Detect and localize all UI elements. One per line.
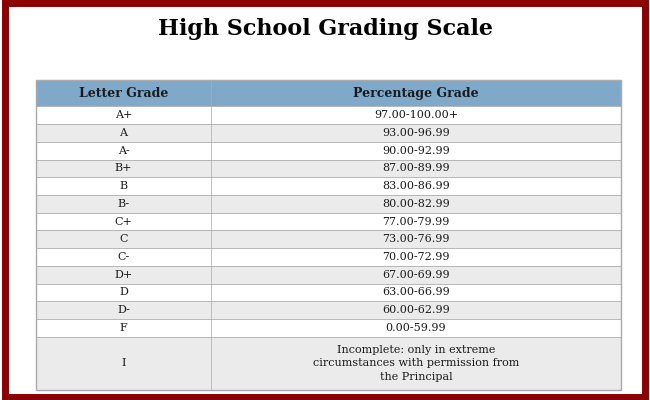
- Text: B: B: [120, 181, 127, 191]
- Text: C-: C-: [118, 252, 129, 262]
- Text: B+: B+: [115, 163, 132, 173]
- Text: Percentage Grade: Percentage Grade: [353, 87, 479, 100]
- Text: A-: A-: [118, 146, 129, 156]
- Text: Letter Grade: Letter Grade: [79, 87, 168, 100]
- Text: 60.00-62.99: 60.00-62.99: [382, 305, 450, 315]
- Text: 87.00-89.99: 87.00-89.99: [382, 163, 450, 173]
- Text: 97.00-100.00+: 97.00-100.00+: [374, 110, 458, 120]
- Text: C+: C+: [114, 216, 133, 226]
- Text: 80.00-82.99: 80.00-82.99: [382, 199, 450, 209]
- Text: 63.00-66.99: 63.00-66.99: [382, 288, 450, 298]
- Text: D-: D-: [117, 305, 130, 315]
- Text: High School Grading Scale: High School Grading Scale: [157, 18, 493, 40]
- Text: 83.00-86.99: 83.00-86.99: [382, 181, 450, 191]
- Text: A: A: [120, 128, 127, 138]
- Text: A+: A+: [115, 110, 132, 120]
- Text: B-: B-: [118, 199, 129, 209]
- Text: 77.00-79.99: 77.00-79.99: [382, 216, 450, 226]
- Text: C: C: [119, 234, 128, 244]
- Text: D: D: [119, 288, 128, 298]
- Text: I: I: [122, 358, 125, 368]
- Text: 0.00-59.99: 0.00-59.99: [385, 323, 447, 333]
- Text: Incomplete: only in extreme
circumstances with permission from
the Principal: Incomplete: only in extreme circumstance…: [313, 345, 519, 382]
- Text: 93.00-96.99: 93.00-96.99: [382, 128, 450, 138]
- Text: 70.00-72.99: 70.00-72.99: [382, 252, 450, 262]
- Text: F: F: [120, 323, 127, 333]
- Text: D+: D+: [114, 270, 133, 280]
- Text: 90.00-92.99: 90.00-92.99: [382, 146, 450, 156]
- Text: 73.00-76.99: 73.00-76.99: [382, 234, 450, 244]
- Text: 67.00-69.99: 67.00-69.99: [382, 270, 450, 280]
